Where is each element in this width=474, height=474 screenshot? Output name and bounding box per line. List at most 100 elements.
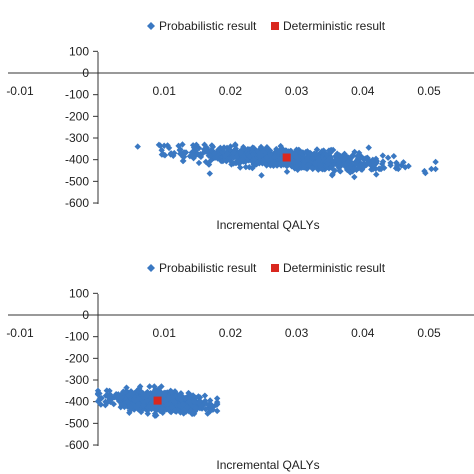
y-tick-label: 100: [69, 286, 89, 300]
x-tick-label: 0.04: [351, 326, 375, 340]
probabilistic-point: [168, 403, 176, 411]
probabilistic-point: [164, 142, 171, 149]
probabilistic-point: [353, 159, 360, 166]
probabilistic-point: [379, 152, 386, 159]
probabilistic-point: [146, 383, 153, 390]
probabilistic-point: [312, 150, 320, 158]
probabilistic-point: [237, 149, 244, 156]
probabilistic-point: [136, 385, 143, 392]
probabilistic-point: [347, 169, 354, 176]
chart-panel-bottom: Probabilistic result Deterministic resul…: [6, 261, 474, 472]
y-tick-label: -500: [65, 174, 89, 188]
probabilistic-point: [384, 154, 392, 161]
probabilistic-point: [213, 395, 221, 402]
y-tick-label: -100: [65, 88, 89, 102]
y-tick-label: -500: [65, 416, 89, 430]
legend: Probabilistic result Deterministic resul…: [147, 19, 386, 33]
probabilistic-point: [341, 155, 348, 163]
probabilistic-point: [332, 152, 340, 160]
y-tick-label: -100: [65, 330, 89, 344]
probabilistic-point: [123, 384, 130, 391]
probabilistic-point: [214, 155, 221, 162]
probabilistic-point: [283, 162, 291, 170]
probabilistic-point: [144, 410, 151, 417]
probabilistic-point: [177, 146, 184, 153]
probabilistic-point: [345, 164, 353, 171]
probabilistic-point: [350, 152, 357, 159]
probabilistic-point: [390, 152, 398, 160]
x-tick-label: 0.04: [351, 84, 375, 98]
probabilistic-point: [327, 149, 334, 156]
probabilistic-point: [276, 148, 284, 155]
y-tick-label: -200: [65, 109, 89, 123]
probabilistic-point: [135, 400, 142, 408]
x-axis-title: Incremental QALYs: [216, 458, 319, 472]
probabilistic-point: [179, 141, 186, 148]
legend-deterministic-marker: [271, 22, 279, 30]
probabilistic-point: [118, 393, 125, 401]
probabilistic-point: [379, 158, 387, 165]
x-tick-label: 0.02: [219, 84, 243, 98]
probabilistic-point: [242, 163, 250, 171]
probabilistic-point: [209, 406, 217, 413]
probabilistic-point: [373, 157, 380, 165]
probabilistic-point: [283, 168, 291, 175]
y-tick-label: 0: [82, 308, 89, 322]
probabilistic-point: [195, 159, 203, 167]
probabilistic-point: [190, 144, 198, 151]
probabilistic-point: [202, 158, 210, 166]
probabilistic-point: [239, 156, 246, 163]
probabilistic-point: [336, 167, 343, 174]
legend-deterministic-marker: [271, 264, 279, 272]
probabilistic-point: [213, 407, 221, 415]
probabilistic-point: [104, 399, 111, 406]
probabilistic-point: [151, 412, 159, 419]
probabilistic-point: [324, 160, 331, 168]
probabilistic-point: [263, 162, 270, 169]
probabilistic-point: [157, 142, 164, 149]
probabilistic-point: [304, 161, 312, 169]
probabilistic-point: [186, 398, 193, 406]
probabilistic-point: [355, 149, 363, 157]
probabilistic-point: [357, 166, 365, 173]
legend-probabilistic-marker: [147, 22, 155, 30]
probabilistic-point: [233, 153, 240, 161]
probabilistic-point: [206, 152, 214, 159]
deterministic-point: [153, 396, 162, 405]
probabilistic-point: [206, 170, 213, 177]
probabilistic-point: [231, 146, 239, 154]
probabilistic-point: [194, 150, 201, 158]
y-tick-label: -400: [65, 153, 89, 167]
probabilistic-point: [246, 153, 253, 160]
probabilistic-point: [185, 389, 192, 397]
x-tick-label: 0.03: [285, 84, 309, 98]
probabilistic-point: [188, 149, 195, 156]
probabilistic-point: [320, 147, 327, 154]
probabilistic-point: [103, 387, 111, 394]
probabilistic-point: [158, 405, 165, 412]
probabilistic-point: [208, 146, 215, 154]
probabilistic-point: [351, 148, 358, 156]
x-tick-label: -0.01: [6, 84, 34, 98]
probabilistic-point: [198, 403, 205, 410]
probabilistic-point: [256, 150, 263, 157]
probabilistic-point: [357, 161, 364, 168]
probabilistic-point: [127, 390, 135, 397]
probabilistic-point: [325, 156, 332, 163]
x-tick-label: 0.01: [153, 326, 177, 340]
x-axis-title: Incremental QALYs: [216, 218, 319, 232]
probabilistic-point: [405, 162, 412, 170]
axes: [8, 50, 474, 204]
probabilistic-point: [315, 166, 322, 173]
probabilistic-point: [328, 164, 335, 171]
probabilistic-point: [221, 152, 229, 160]
probabilistic-point: [154, 389, 162, 396]
probabilistic-point: [176, 402, 183, 409]
chart-panel-top: Probabilistic result Deterministic resul…: [6, 19, 474, 232]
probabilistic-point: [168, 388, 176, 396]
probabilistic-point: [271, 153, 278, 161]
x-tick-label: 0.05: [417, 84, 441, 98]
probabilistic-point: [304, 155, 311, 163]
probabilistic-point: [127, 403, 134, 410]
